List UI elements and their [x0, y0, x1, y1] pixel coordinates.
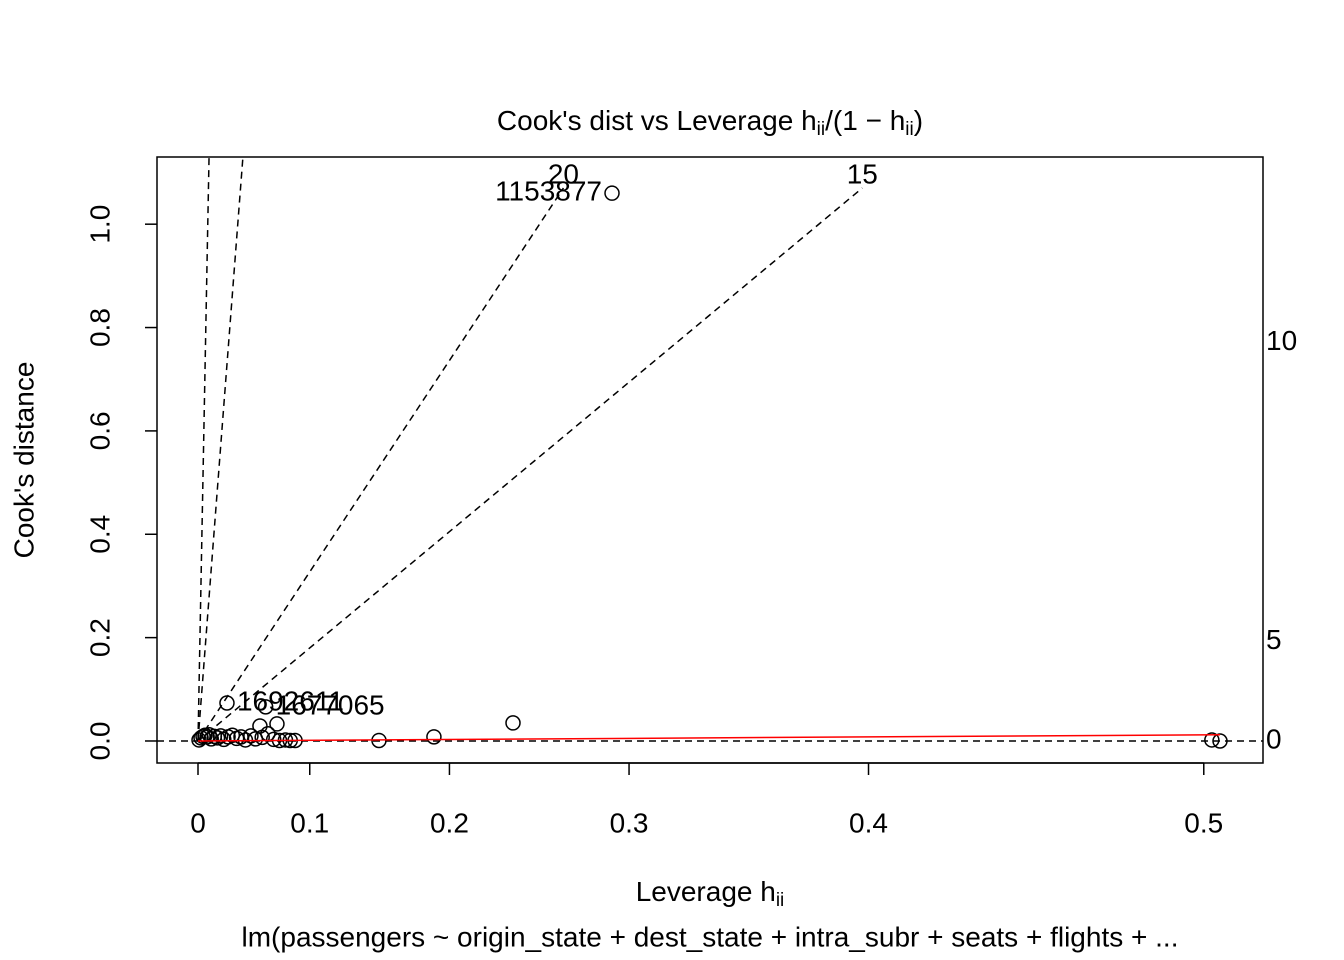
y-axis-label: Cook's distance — [8, 362, 39, 559]
point — [219, 695, 235, 711]
contour-line — [197, 187, 863, 742]
contour-line — [197, 157, 210, 741]
y-tick-label: 0.2 — [84, 618, 115, 657]
y-tick-label: 0.8 — [84, 308, 115, 347]
contour-label: 15 — [847, 158, 878, 189]
point — [604, 185, 620, 201]
x-tick-label: 0.3 — [610, 807, 649, 838]
point — [212, 728, 229, 744]
y-tick-label: 1.0 — [84, 205, 115, 244]
point — [426, 729, 442, 745]
contour-label: 0 — [1266, 723, 1282, 754]
y-tick-label: 0.6 — [84, 411, 115, 450]
point — [203, 731, 220, 747]
contour-line — [197, 157, 244, 742]
text-part: Leverage h — [636, 876, 776, 907]
subscript: ii — [776, 890, 784, 911]
text-part: ) — [914, 105, 923, 136]
point — [505, 715, 521, 731]
y-tick-label: 0.0 — [84, 722, 115, 761]
text-part: Cook's dist vs Leverage h — [497, 105, 817, 136]
chart-title: Cook's dist vs Leverage hii/(1 − hii) — [497, 105, 923, 140]
x-tick-label: 0 — [190, 807, 206, 838]
subscript: ii — [817, 119, 825, 140]
text-part: /(1 − h — [825, 105, 905, 136]
point — [269, 716, 285, 732]
contour-line — [197, 187, 565, 742]
contour-label: 20 — [548, 158, 579, 189]
point-label: 1692611 — [237, 685, 344, 716]
point — [1212, 733, 1228, 749]
point — [243, 728, 259, 744]
x-axis-label: Leverage hii — [636, 876, 785, 911]
contour-label: 10 — [1266, 325, 1297, 356]
subtitle: lm(passengers ~ origin_state + dest_stat… — [242, 921, 1179, 952]
point-label: 1677065 — [276, 689, 385, 720]
smooth-line — [197, 734, 1221, 742]
x-tick-label: 0.1 — [290, 807, 329, 838]
point-label: 1153877 — [495, 176, 602, 207]
point — [1204, 732, 1220, 748]
point — [257, 699, 274, 715]
subscript: ii — [905, 119, 913, 140]
x-tick-label: 0.5 — [1184, 807, 1223, 838]
y-tick-label: 0.4 — [84, 515, 115, 554]
point — [265, 731, 282, 748]
x-tick-label: 0.2 — [430, 807, 469, 838]
x-tick-label: 0.4 — [849, 807, 888, 838]
plot-frame — [156, 156, 1264, 764]
contour-label: 5 — [1266, 624, 1282, 655]
plot-area — [157, 157, 1263, 749]
point — [209, 730, 226, 746]
point — [216, 731, 232, 748]
